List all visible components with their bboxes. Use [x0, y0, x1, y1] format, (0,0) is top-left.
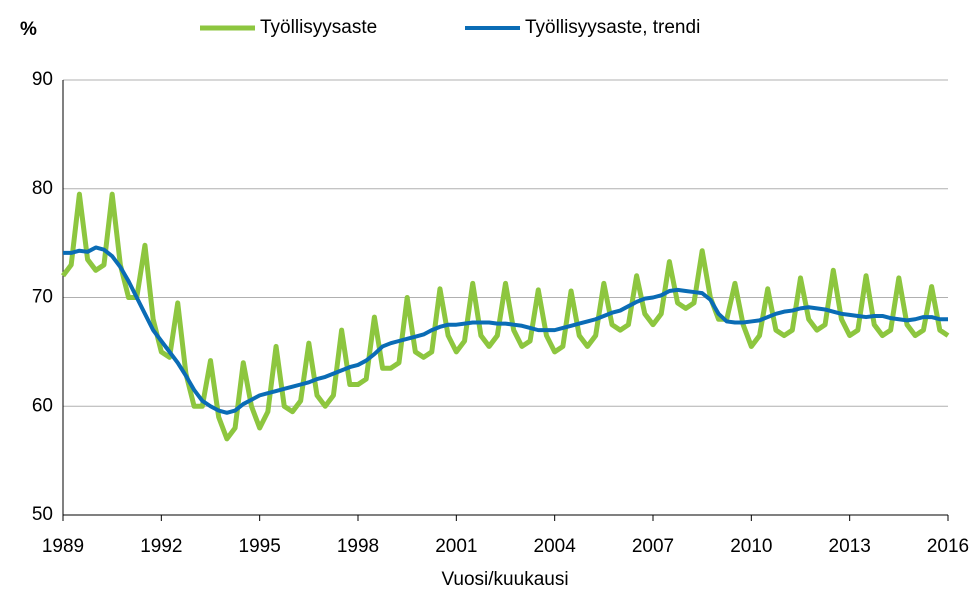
x-axis-label: Vuosi/kuukausi [441, 569, 568, 590]
x-tick-label: 2004 [534, 536, 577, 557]
x-tick-label: 2013 [829, 536, 871, 557]
x-tick-label: 1995 [239, 536, 281, 557]
series-line [61, 191, 950, 442]
y-tick-label: 50 [32, 504, 53, 525]
x-tick-label: 2016 [927, 536, 969, 557]
legend-label: Työllisyysaste [260, 17, 377, 38]
x-tick-label: 2001 [435, 536, 477, 557]
y-tick-label: 70 [32, 287, 53, 308]
legend-label: Työllisyysaste, trendi [525, 17, 700, 38]
x-tick-label: 1989 [42, 536, 84, 557]
x-tick-label: 2010 [730, 536, 772, 557]
x-tick-label: 2007 [632, 536, 674, 557]
x-tick-label: 1998 [337, 536, 379, 557]
x-tick-label: 1992 [140, 536, 182, 557]
series-line [63, 245, 948, 415]
y-tick-label: 60 [32, 395, 53, 416]
y-tick-label: 90 [32, 69, 53, 90]
y-tick-label: 80 [32, 178, 53, 199]
y-axis-label: % [20, 19, 37, 40]
